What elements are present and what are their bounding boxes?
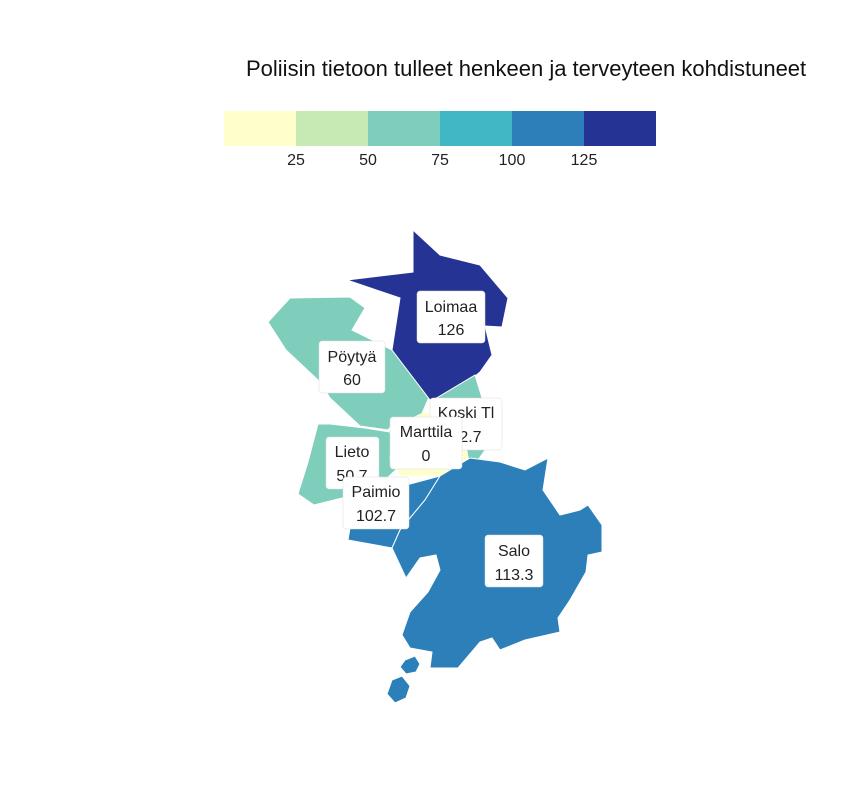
legend-tick-100: 100 [498, 152, 526, 169]
label-loimaa-name: Loimaa [425, 299, 478, 316]
label-poytya-value: 60 [343, 372, 361, 389]
map-title: Poliisin tietoon tulleet henkeen ja terv… [246, 56, 807, 81]
legend-tick-50: 50 [359, 152, 377, 169]
legend-tick-125: 125 [570, 152, 598, 169]
label-marttila-name: Marttila [400, 424, 453, 441]
label-loimaa: Loimaa 126 [416, 290, 486, 344]
label-paimio-value: 102.7 [356, 508, 396, 525]
legend-swatch-4 [512, 111, 584, 146]
label-salo-value: 113.3 [495, 567, 534, 584]
legend-swatch-2 [368, 111, 440, 146]
legend-tick-25: 25 [287, 152, 305, 169]
legend-swatch-5 [584, 111, 656, 146]
legend-bar [224, 111, 656, 146]
legend-swatch-1 [296, 111, 368, 146]
label-salo-name: Salo [498, 543, 530, 560]
label-loimaa-value: 126 [438, 322, 465, 339]
color-legend: 25 50 75 100 125 [224, 111, 656, 170]
legend-swatch-0 [224, 111, 296, 146]
label-paimio: Paimio 102.7 [342, 476, 410, 530]
label-poytya: Pöytyä 60 [318, 340, 386, 394]
label-marttila: Marttila 0 [389, 416, 463, 470]
label-lieto: Lieto 50.7 [325, 436, 380, 490]
label-lieto-name: Lieto [335, 444, 370, 461]
legend-ticks: 25 50 75 100 125 [224, 146, 656, 170]
label-salo: Salo 113.3 [484, 534, 544, 588]
label-paimio-name: Paimio [352, 484, 401, 501]
label-poytya-name: Pöytyä [328, 349, 377, 366]
legend-tick-75: 75 [431, 152, 449, 169]
label-marttila-value: 0 [422, 448, 431, 465]
legend-swatch-3 [440, 111, 512, 146]
